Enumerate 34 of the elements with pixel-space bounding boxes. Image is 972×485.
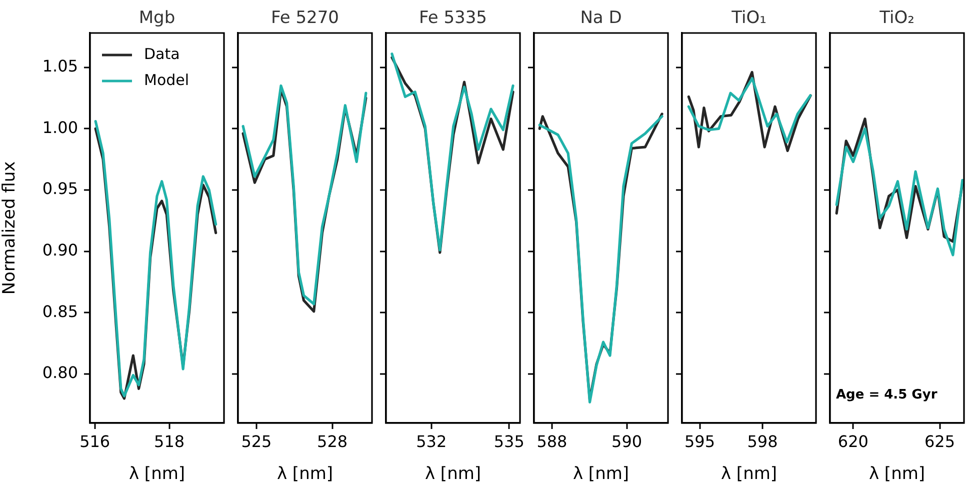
x-axis-title: λ [nm]: [572, 464, 630, 484]
x-axis-title: λ [nm]: [128, 464, 186, 484]
x-tick-label: 516: [80, 432, 110, 451]
y-tick-label: 0.80: [42, 363, 78, 382]
x-tick-label: 595: [684, 432, 716, 451]
annotation: Age = 4.5 Gyr: [836, 387, 938, 402]
x-tick-label: 518: [154, 432, 185, 451]
x-tick-label: 528: [317, 432, 348, 451]
chart-title: TiO₁: [730, 8, 766, 28]
x-tick-label: 532: [416, 432, 447, 451]
chart-title: TiO₂: [878, 8, 914, 28]
x-tick-label: 620: [838, 432, 868, 451]
x-tick-label: 525: [241, 432, 272, 451]
chart-title: Fe 5270: [271, 8, 339, 28]
y-tick-label: 1.00: [42, 118, 78, 137]
y-tick-label: 1.05: [42, 56, 78, 76]
y-tick-label: 0.95: [42, 179, 78, 198]
y-axis-title: Normalized flux: [0, 161, 20, 295]
chart-title: Na D: [580, 8, 622, 28]
x-tick-label: 535: [494, 432, 524, 451]
legend-label: Model: [144, 70, 190, 89]
x-tick-label: 590: [612, 432, 642, 451]
x-tick-label: 588: [536, 432, 568, 451]
legend-label: Data: [144, 44, 180, 63]
chart-title: Fe 5335: [419, 8, 487, 28]
x-axis-title: λ [nm]: [276, 464, 334, 484]
x-axis-title: λ [nm]: [720, 464, 778, 484]
x-tick-label: 598: [747, 432, 778, 451]
x-axis-title: λ [nm]: [868, 464, 926, 484]
y-tick-label: 0.85: [42, 302, 78, 321]
x-axis-title: λ [nm]: [424, 464, 482, 484]
x-tick-label: 625: [924, 432, 956, 451]
chart-title: Mgb: [138, 8, 176, 28]
y-tick-label: 0.90: [42, 240, 78, 260]
